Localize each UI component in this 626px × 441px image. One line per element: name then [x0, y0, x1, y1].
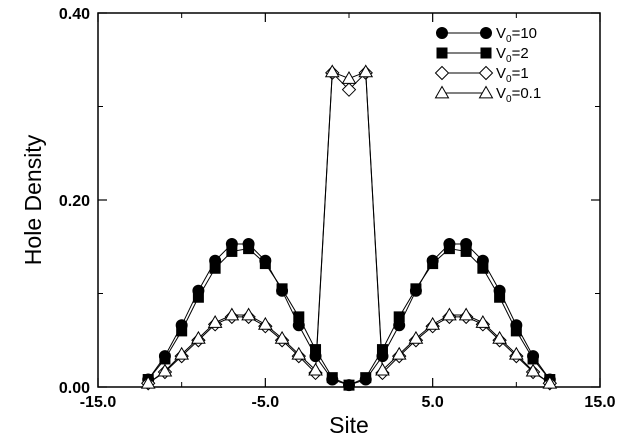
data-point: [477, 262, 489, 274]
data-point: [243, 243, 255, 255]
series-line: [147, 243, 551, 386]
series-line: [147, 248, 551, 386]
data-point: [525, 363, 541, 377]
data-point: [341, 82, 357, 97]
legend-entry: V0=0.1: [434, 85, 541, 105]
data-point: [442, 307, 457, 321]
data-point: [176, 325, 188, 337]
series-square-filled: [142, 243, 556, 391]
legend-label: V0=1: [496, 65, 529, 85]
data-point: [358, 64, 374, 78]
data-point: [408, 330, 424, 344]
axes-layer: -15.0 -5.0 5.0 15.0 0.00 0.20 0.40: [59, 6, 616, 411]
data-point: [257, 316, 273, 330]
legend-entry: V0=10: [436, 25, 537, 45]
data-point: [326, 372, 338, 384]
data-point: [527, 353, 539, 365]
data-point: [324, 64, 340, 78]
data-point: [393, 311, 405, 323]
legend-label: V0=2: [496, 45, 529, 65]
legend-marker: [434, 65, 450, 81]
legend-marker: [480, 27, 492, 39]
data-point: [443, 243, 455, 255]
data-point: [209, 262, 221, 274]
data-point: [343, 379, 355, 391]
data-point: [192, 291, 204, 303]
legend-marker: [480, 47, 492, 59]
data-point: [310, 344, 322, 356]
series-triangle-open: [140, 64, 558, 389]
data-point: [308, 362, 323, 376]
data-point: [274, 330, 290, 344]
series-line: [147, 71, 551, 384]
data-point: [460, 245, 472, 257]
data-point: [376, 344, 388, 356]
data-point: [174, 346, 190, 360]
data-point: [159, 353, 171, 365]
data-point: [157, 363, 173, 377]
legend-label: V0=10: [496, 25, 537, 45]
data-point: [276, 283, 288, 295]
series-line: [147, 71, 551, 384]
data-point: [241, 307, 256, 321]
data-point: [458, 307, 474, 321]
data-point: [375, 362, 390, 376]
data-point: [191, 330, 206, 344]
data-point: [475, 314, 491, 328]
data-point: [391, 346, 407, 360]
x-tick-label: 5.0: [422, 394, 444, 411]
data-point: [291, 346, 307, 360]
data-point: [410, 283, 422, 295]
legend-marker: [434, 85, 450, 99]
y-tick-label: 0.00: [59, 380, 90, 397]
data-point: [494, 291, 506, 303]
data-point: [341, 70, 357, 84]
y-tick-label: 0.40: [59, 6, 90, 23]
data-point: [508, 346, 524, 360]
data-point: [140, 375, 156, 389]
data-point: [207, 314, 223, 328]
data-point: [224, 307, 240, 321]
x-tick-label: -5.0: [252, 394, 280, 411]
legend-marker: [436, 27, 448, 39]
data-point: [226, 245, 238, 257]
legend-label: V0=0.1: [496, 85, 541, 105]
legend-entry: V0=2: [436, 45, 529, 65]
x-tick-label: -15.0: [80, 394, 117, 411]
data-point: [492, 330, 507, 344]
series-layer: [140, 64, 558, 392]
x-tick-label: 15.0: [584, 394, 615, 411]
y-axis-title: Hole Density: [20, 134, 46, 265]
data-point: [425, 316, 441, 330]
legend-marker: [478, 65, 494, 81]
data-point: [293, 311, 305, 323]
legend-marker: [478, 85, 494, 99]
data-point: [510, 325, 522, 337]
y-tick-label: 0.20: [59, 193, 90, 210]
data-point: [360, 372, 372, 384]
legend-marker: [436, 47, 448, 59]
data-point: [542, 375, 558, 389]
data-point: [259, 258, 271, 270]
legend-entry: V0=1: [434, 65, 529, 85]
series-circle-filled: [142, 237, 556, 392]
data-point: [427, 258, 439, 270]
x-axis-title: Site: [329, 412, 369, 438]
